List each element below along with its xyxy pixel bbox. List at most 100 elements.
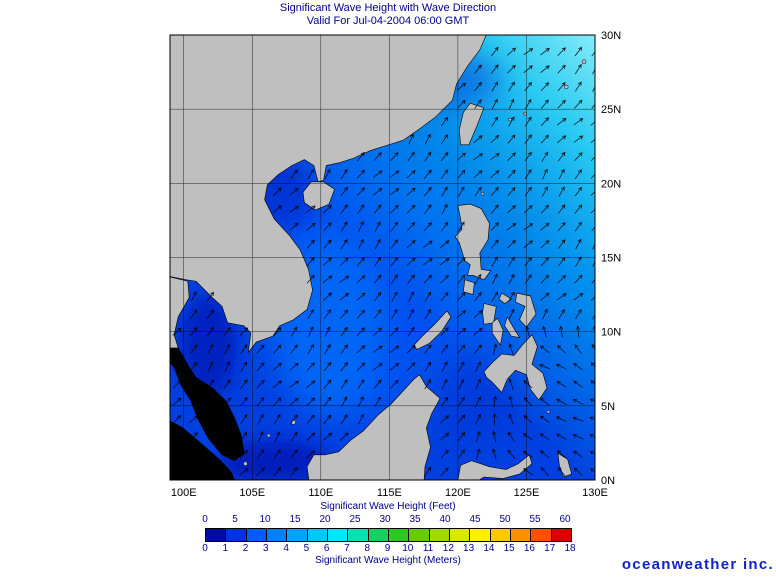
lon-axis-label: 125E: [514, 487, 540, 499]
landmass-samar-leyte: [515, 292, 537, 328]
small-island: [546, 410, 551, 414]
lon-axis-label: 105E: [239, 487, 265, 499]
small-island: [508, 117, 512, 122]
landmass-hainan: [302, 181, 335, 211]
meter-tick-label: 16: [523, 543, 535, 554]
meter-tick-label: 3: [263, 543, 269, 554]
meter-tick-label: 8: [364, 543, 370, 554]
colorbar-segment: [327, 529, 349, 541]
small-island: [480, 191, 485, 196]
lat-axis-label: 10N: [601, 327, 621, 339]
feet-tick-label: 40: [439, 514, 451, 525]
lon-axis-label: 100E: [171, 487, 197, 499]
colorbar-segment: [388, 529, 410, 541]
meter-tick-label: 5: [303, 543, 310, 554]
lat-axis-label: 15N: [601, 253, 621, 265]
meter-tick-label: 14: [483, 543, 495, 554]
colorbar-segment: [368, 529, 389, 541]
lon-axis-label: 130E: [582, 487, 608, 499]
meter-tick-label: 6: [323, 543, 330, 554]
meter-tick-label: 0: [202, 543, 208, 554]
feet-tick-label: 55: [529, 514, 541, 525]
meter-tick-label: 18: [564, 543, 576, 554]
title-block: Significant Wave Height with Wave Direct…: [0, 2, 776, 28]
colorbar-segment: [206, 529, 227, 541]
meter-tick-label: 12: [442, 543, 454, 554]
colorbar-segment: [551, 529, 571, 541]
colorbar-segment: [307, 529, 328, 541]
lat-axis-label: 25N: [601, 104, 621, 116]
colorbar-segment: [490, 529, 511, 541]
colorbar-segment: [226, 529, 247, 541]
landmass-mindanao: [483, 334, 548, 401]
meter-tick-label: 10: [402, 543, 414, 554]
feet-tick-label: 25: [349, 514, 361, 525]
colorbar-segment: [429, 529, 450, 541]
colorbar-meters-title: Significant Wave Height (Meters): [315, 555, 461, 566]
colorbar-feet-scale: 0 5 10 15 20 25 30 35 40 45 50 55 60: [202, 514, 571, 525]
small-island: [243, 461, 248, 466]
landmass-panay: [482, 303, 497, 325]
colorbar-segment: [531, 529, 552, 541]
feet-tick-label: 0: [202, 514, 208, 525]
feet-tick-label: 50: [499, 514, 511, 525]
colorbar-segment: [348, 529, 369, 541]
feet-tick-label: 15: [289, 514, 301, 525]
landmass-malaysia-dark: [170, 347, 245, 462]
landmass-borneo: [306, 374, 441, 480]
landmass-taiwan: [458, 102, 485, 146]
latlon-grid: [170, 35, 595, 480]
colorbar-segment: [449, 529, 471, 541]
small-island: [523, 111, 527, 116]
meter-tick-label: 17: [544, 543, 556, 554]
feet-tick-label: 60: [559, 514, 571, 525]
meter-tick-label: 1: [222, 543, 229, 554]
meter-tick-label: 4: [283, 543, 289, 554]
colorbar-feet-title: Significant Wave Height (Feet): [320, 501, 456, 512]
landmass-sumatra: [170, 420, 235, 480]
map-canvas: [170, 35, 595, 480]
meter-tick-label: 13: [463, 543, 475, 554]
colorbar-segment: [510, 529, 532, 541]
lat-axis-label: 20N: [601, 178, 621, 190]
feet-tick-label: 20: [319, 514, 331, 525]
oceanweather-logo: oceanweather inc.: [621, 556, 774, 573]
lat-axis-label: 5N: [601, 401, 615, 413]
small-island: [266, 433, 271, 438]
feet-tick-label: 35: [409, 514, 421, 525]
map-border: [169, 34, 596, 481]
wave-direction-arrows: [172, 46, 595, 477]
lon-axis-label: 115E: [377, 487, 402, 499]
lon-axis-label: 120E: [445, 487, 471, 499]
colorbar: [205, 528, 572, 542]
meter-tick-label: 9: [384, 543, 391, 554]
axis-labels: 100E 105E 110E 115E 120E 125E 130E 30N 25N 20N 15N…: [171, 30, 621, 499]
lat-axis-label: 0N: [601, 475, 615, 487]
meter-tick-label: 2: [242, 543, 249, 554]
small-island: [563, 84, 569, 90]
feet-tick-label: 30: [379, 514, 391, 525]
landmass-cebu-bohol: [504, 316, 521, 339]
lon-axis-label: 110E: [308, 487, 333, 499]
colorbar-segment: [266, 529, 288, 541]
feet-tick-label: 45: [469, 514, 481, 525]
colorbar-segment: [287, 529, 308, 541]
meter-tick-label: 7: [344, 543, 350, 554]
landmass-mindoro: [463, 279, 475, 295]
landmass-palawan: [413, 310, 452, 350]
landmass-masbate: [498, 292, 512, 304]
meter-tick-label: 11: [422, 543, 434, 554]
colorbar-meter-scale: 0 1 2 3 4 5 6 7 8 9 10 11 12 13 14 15 16 17 18: [202, 543, 575, 554]
colorbar-segment: [409, 529, 430, 541]
feet-tick-label: 5: [232, 514, 238, 525]
colorbar-segment: [470, 529, 491, 541]
chart-valid-time: Valid For Jul-04-2004 06:00 GMT: [306, 15, 470, 27]
lat-axis-label: 30N: [601, 30, 621, 42]
small-island: [581, 59, 587, 64]
chart-title: Significant Wave Height with Wave Direct…: [279, 2, 497, 14]
meter-tick-label: 15: [503, 543, 515, 554]
landmass-china-indochina-coast: [170, 35, 487, 354]
feet-tick-label: 10: [259, 514, 271, 525]
